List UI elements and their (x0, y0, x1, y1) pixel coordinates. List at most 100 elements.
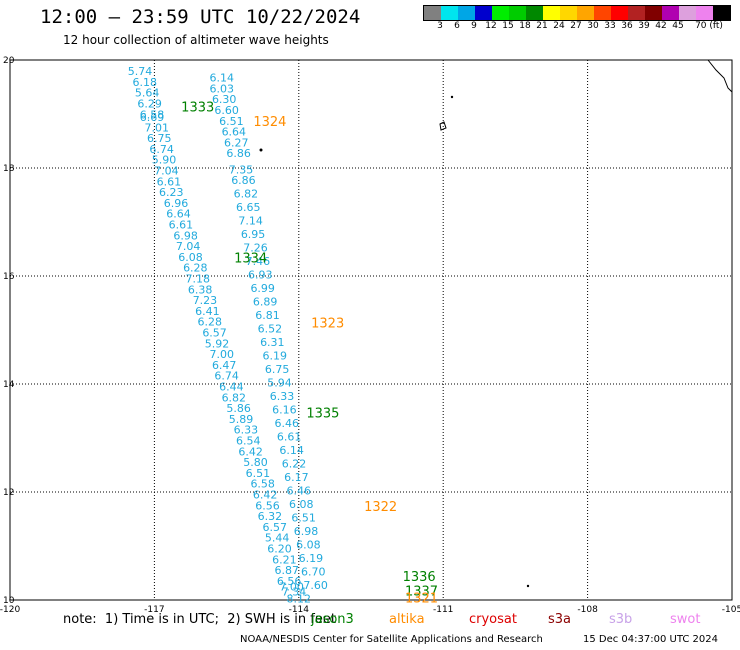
colorbar-swatch (611, 6, 628, 20)
y-tick-label: 12 (3, 488, 14, 498)
x-tick-label: -111 (433, 605, 453, 615)
colorbar-label: 33 (604, 21, 616, 31)
wave-height-value: 7.18 (185, 272, 210, 285)
wave-height-value: 6.42 (253, 488, 278, 501)
pass-number-label: 1324 (253, 115, 286, 130)
colorbar-label: 12 (485, 21, 497, 31)
wave-height-value: 6.81 (255, 309, 280, 322)
wave-height-value: 6.75 (147, 132, 172, 145)
colorbar-label: 24 (553, 21, 565, 31)
colorbar-swatch (509, 6, 526, 20)
colorbar-label: 3 (437, 21, 443, 31)
pass-number-label: 1322 (364, 500, 397, 515)
footer-timestamp: 15 Dec 04:37:00 UTC 2024 (583, 634, 718, 645)
colorbar-label: 18 (519, 21, 531, 31)
colorbar-label: 42 (655, 21, 667, 31)
wave-height-value: 6.32 (258, 510, 283, 523)
wave-height-value: 6.95 (241, 228, 266, 241)
wave-height-value: 6.60 (214, 104, 239, 117)
wave-height-value: 6.69 (140, 111, 165, 124)
wave-height-value: 6.47 (212, 359, 237, 372)
wave-height-value: 6.38 (188, 283, 213, 296)
wave-height-value: 6.03 (210, 82, 235, 95)
pass-number-label: 1323 (311, 316, 344, 331)
colorbar-swatch (628, 6, 645, 20)
wave-height-value: 6.98 (294, 525, 319, 538)
satellite-legend-jason3: jason3 (311, 612, 354, 627)
wave-height-value: 7.14 (238, 215, 263, 228)
island-dot (450, 95, 454, 99)
wave-height-value: 6.16 (272, 404, 297, 417)
y-tick-label: 18 (3, 164, 15, 174)
wave-height-value: 6.28 (198, 316, 223, 329)
wave-height-value: 6.20 (267, 542, 292, 555)
wave-height-value: 6.65 (236, 201, 261, 214)
wave-height-value: 6.18 (133, 76, 158, 89)
wave-height-value: 6.21 (272, 553, 297, 566)
wave-height-value: 6.58 (140, 108, 165, 121)
wave-height-value: 5.64 (135, 87, 160, 100)
wave-height-value: 6.46 (287, 485, 312, 498)
colorbar-label: 21 (536, 21, 548, 31)
colorbar-swatch (560, 6, 577, 20)
colorbar-swatch (577, 6, 594, 20)
wave-height-value: 6.08 (178, 251, 203, 264)
wave-height-value: 6.74 (149, 143, 174, 156)
wave-height-value: 6.52 (258, 323, 283, 336)
wave-height-value: 6.22 (282, 458, 307, 471)
wave-height-value: 6.58 (250, 478, 275, 491)
wave-height-value: 7.00 (279, 580, 304, 593)
note-text: note: 1) Time is in UTC; 2) SWH is in fe… (63, 612, 336, 627)
x-tick-label: -114 (289, 605, 310, 615)
wave-height-value: 6.54 (236, 434, 261, 447)
colorbar-label: 70 (ft) (695, 21, 723, 31)
wave-height-value: 6.70 (301, 566, 326, 579)
wave-height-value: 6.14 (279, 444, 304, 457)
colorbar-swatch (526, 6, 543, 20)
wave-height-value: 6.89 (253, 296, 278, 309)
wave-height-value: 6.93 (248, 269, 273, 282)
coastline (707, 59, 733, 93)
x-tick-label: -108 (577, 605, 598, 615)
colorbar-label: 39 (638, 21, 650, 31)
wave-height-value: 6.27 (224, 136, 249, 149)
wave-height-value: 6.74 (214, 370, 239, 383)
wave-height-value: 6.41 (195, 305, 220, 318)
wave-height-value: 6.51 (219, 115, 244, 128)
wave-height-value: 6.64 (166, 208, 191, 221)
colorbar-label: 30 (587, 21, 599, 31)
satellite-legend-s3b: s3b (609, 612, 633, 627)
colorbar-label: 15 (502, 21, 514, 31)
island-outline (439, 121, 447, 131)
wave-height-value: 6.64 (222, 126, 247, 139)
colorbar-swatch (594, 6, 611, 20)
chart-title: 12:00 – 23:59 UTC 10/22/2024 (40, 6, 361, 28)
wave-height-value: 5.74 (128, 65, 153, 78)
wave-height-value: 6.61 (169, 218, 194, 231)
wave-height-value: 7.00 (210, 348, 235, 361)
colorbar (423, 5, 731, 21)
footer-credit: NOAA/NESDIS Center for Satellite Applica… (240, 634, 543, 645)
wave-height-value: 5.94 (267, 377, 292, 390)
wave-height-value: 6.51 (246, 467, 271, 480)
wave-height-value: 6.82 (222, 391, 247, 404)
colorbar-label: 9 (471, 21, 477, 31)
wave-height-value: 6.82 (234, 188, 259, 201)
colorbar-swatch (475, 6, 492, 20)
colorbar-swatch (679, 6, 696, 20)
wave-height-value: 6.44 (219, 380, 244, 393)
wave-height-value: 5.80 (243, 456, 268, 469)
wave-height-value: 6.87 (275, 564, 300, 577)
colorbar-swatch (458, 6, 475, 20)
wave-height-value: 7.46 (246, 255, 271, 268)
wave-height-value: 6.98 (173, 229, 198, 242)
wave-height-value: 7.26 (243, 242, 268, 255)
wave-height-value: 6.86 (226, 147, 251, 160)
wave-height-value: 7.04 (154, 164, 179, 177)
wave-height-value: 7.60 (303, 579, 328, 592)
wave-height-value: 6.75 (265, 363, 290, 376)
satellite-legend-altika: altika (389, 612, 425, 627)
x-tick-label: -120 (0, 605, 20, 615)
colorbar-swatch (662, 6, 679, 20)
